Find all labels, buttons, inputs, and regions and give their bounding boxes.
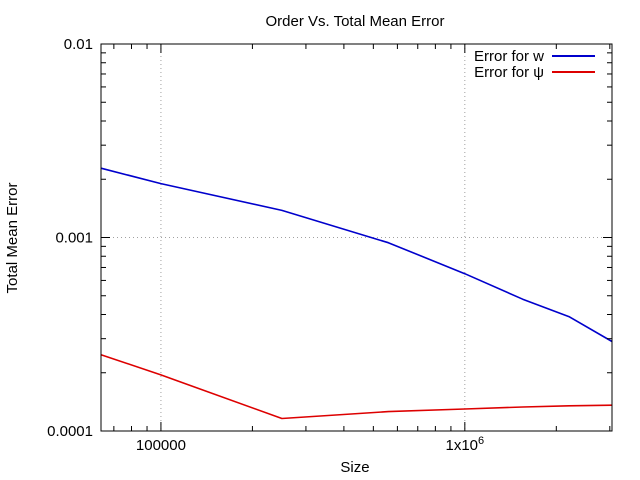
chart-title: Order Vs. Total Mean Error — [266, 13, 445, 30]
legend-label-w: Error for w — [474, 48, 544, 65]
y-axis-label: Total Mean Error — [4, 183, 21, 294]
tick-layer — [101, 44, 612, 432]
y-tick-label: 0.01 — [64, 36, 93, 53]
y-tick-label: 0.001 — [55, 230, 93, 247]
y-tick-label: 0.0001 — [47, 423, 93, 440]
series-layer — [100, 167, 613, 420]
x-axis-label: Size — [340, 459, 369, 476]
legend: Error for w Error for ψ — [474, 48, 595, 81]
legend-label-psi: Error for ψ — [474, 64, 544, 81]
grid-layer — [101, 43, 612, 432]
series-line-psi — [100, 353, 613, 420]
label-layer: 0.01 0.001 0.0001 100000 1x106 — [47, 36, 484, 454]
series-line-w — [100, 167, 613, 343]
x-tick-label: 1x106 — [445, 435, 484, 454]
x-tick-label: 100000 — [136, 437, 186, 454]
